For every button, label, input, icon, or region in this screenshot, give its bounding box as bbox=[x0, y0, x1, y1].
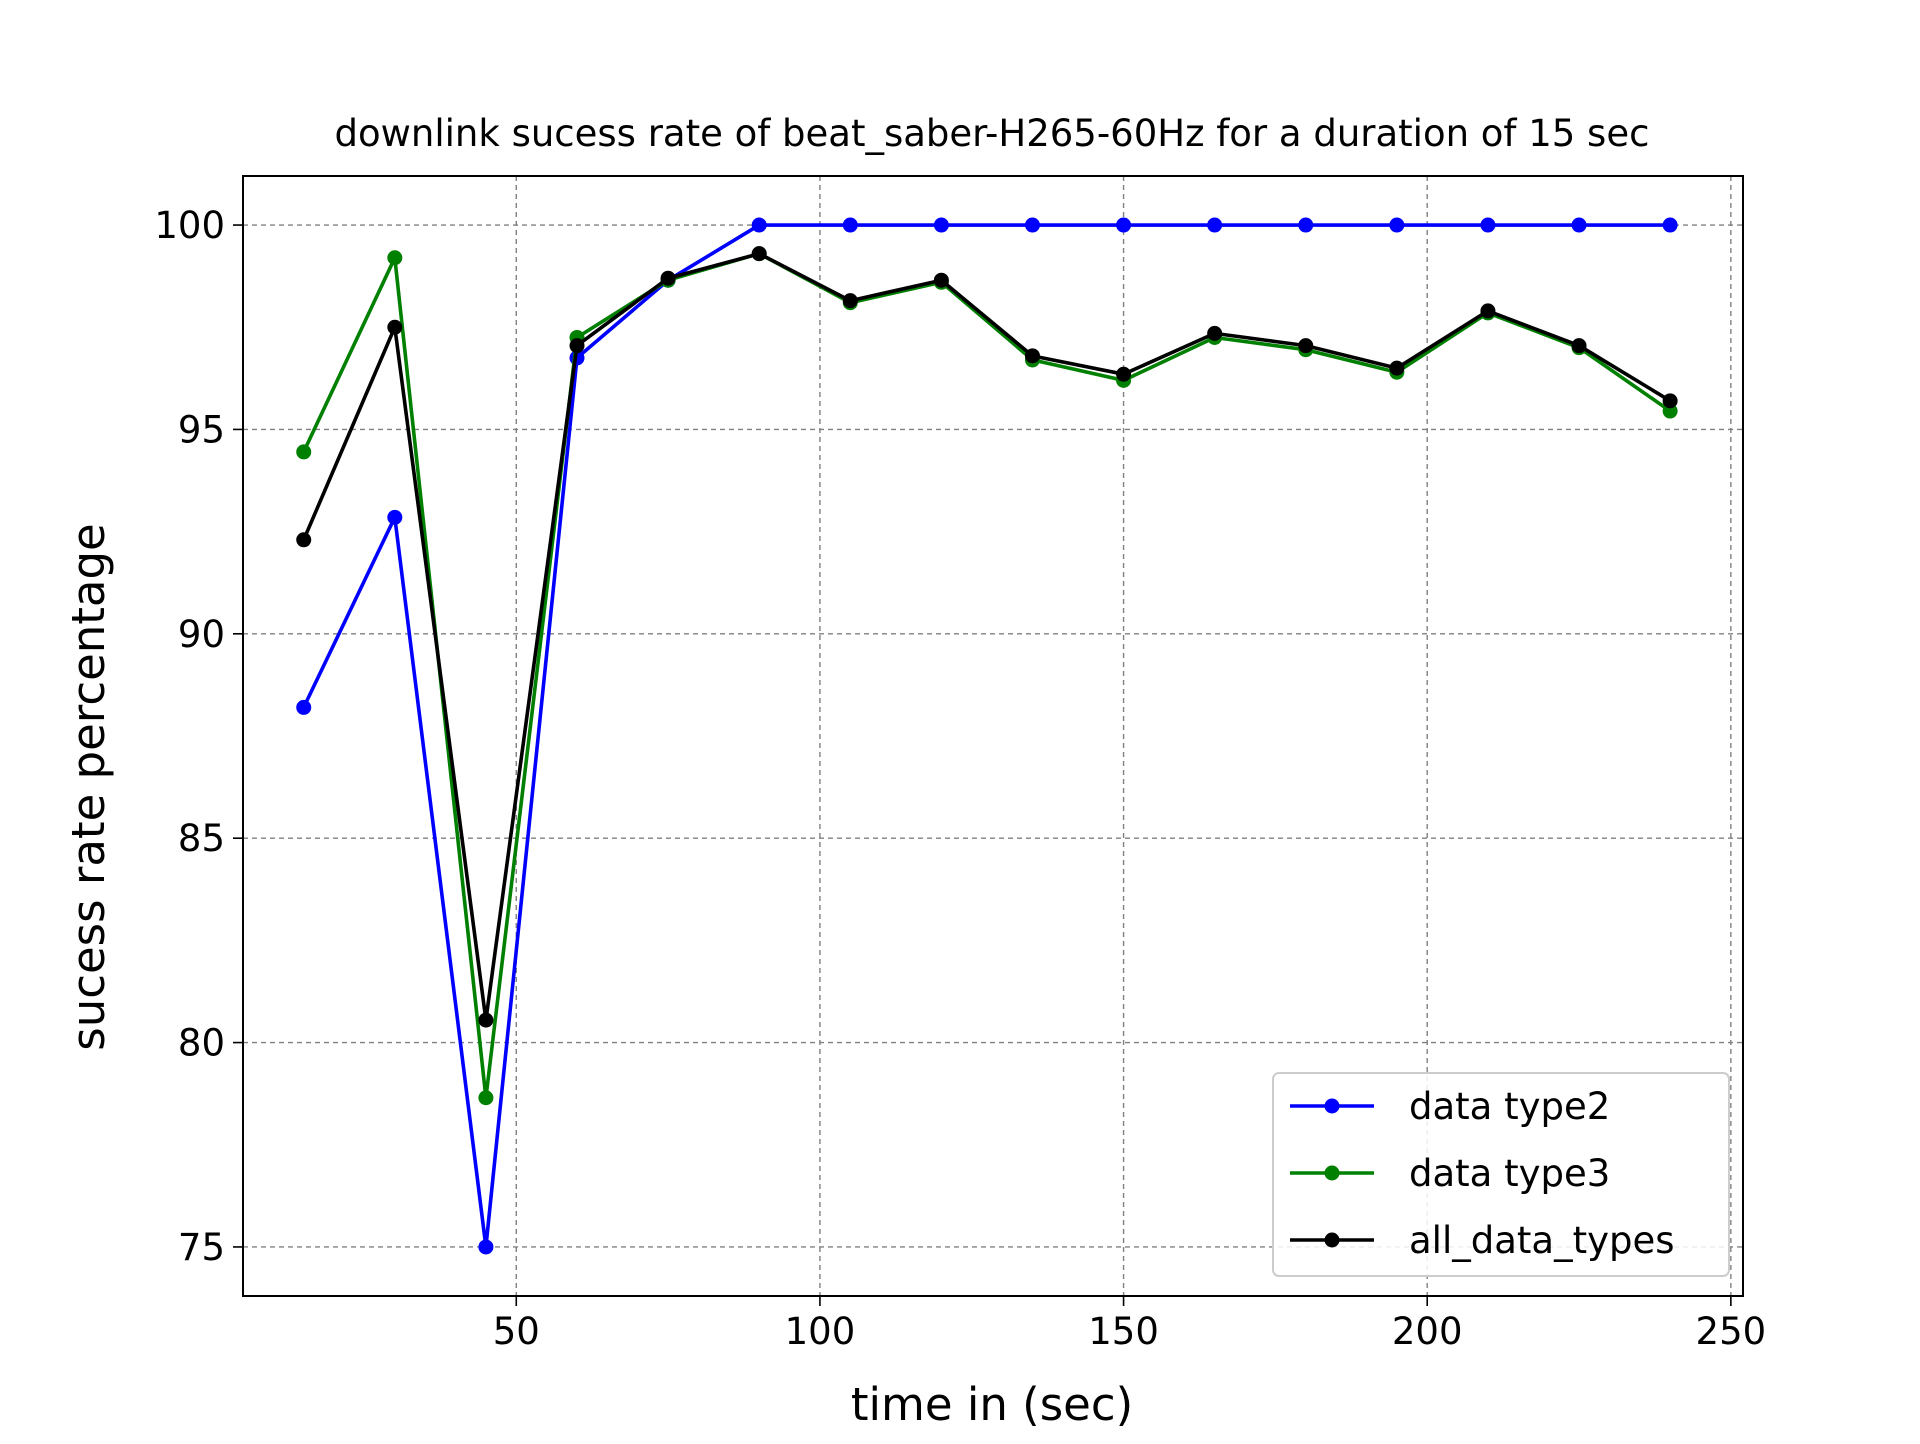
x-tick-label: 200 bbox=[1392, 1310, 1463, 1353]
series-line bbox=[302, 223, 1671, 1249]
data-point bbox=[1389, 360, 1405, 376]
legend-label: data type3 bbox=[1409, 1152, 1610, 1195]
data-point bbox=[1389, 217, 1405, 233]
data-point bbox=[1571, 338, 1587, 354]
data-point bbox=[1116, 217, 1132, 233]
y-tick-label: 95 bbox=[178, 408, 225, 451]
tick-labels: 50 100 150 200 250 75 80 85 90 95 100 bbox=[154, 204, 1766, 1353]
data-point bbox=[1480, 217, 1496, 233]
data-point bbox=[478, 1090, 494, 1106]
data-point bbox=[1298, 217, 1314, 233]
legend-item: all_data_types bbox=[1290, 1219, 1675, 1262]
y-tick-label: 90 bbox=[178, 613, 225, 656]
legend-label: data type2 bbox=[1409, 1085, 1610, 1128]
data-point bbox=[296, 444, 312, 460]
data-point bbox=[1662, 393, 1678, 409]
data-point bbox=[1480, 303, 1496, 319]
legend-label: all_data_types bbox=[1409, 1219, 1675, 1262]
series-line bbox=[302, 251, 1672, 1100]
data-point bbox=[1571, 217, 1587, 233]
series-group bbox=[296, 246, 1678, 1106]
x-tick-label: 150 bbox=[1088, 1310, 1159, 1353]
data-point bbox=[387, 319, 403, 335]
data-point bbox=[387, 509, 403, 525]
legend-swatch-marker bbox=[1324, 1232, 1340, 1248]
data-point bbox=[751, 217, 767, 233]
data-point bbox=[933, 217, 949, 233]
data-point bbox=[1024, 217, 1040, 233]
axes bbox=[233, 175, 1744, 1306]
data-point bbox=[569, 338, 585, 354]
data-point bbox=[296, 699, 312, 715]
data-point bbox=[478, 1012, 494, 1028]
series-group bbox=[296, 246, 1678, 1028]
y-axis-label: sucess rate percentage bbox=[62, 523, 115, 1050]
x-tick-label: 50 bbox=[493, 1310, 540, 1353]
data-point bbox=[1116, 366, 1132, 382]
x-tick-label: 100 bbox=[785, 1310, 856, 1353]
series-lines bbox=[296, 217, 1678, 1255]
y-tick-label: 100 bbox=[154, 204, 225, 247]
legend-swatch-marker bbox=[1324, 1165, 1340, 1181]
data-point bbox=[1662, 217, 1678, 233]
data-point bbox=[478, 1239, 494, 1255]
legend-swatch-marker bbox=[1324, 1098, 1340, 1114]
chart-title: downlink sucess rate of beat_saber-H265-… bbox=[335, 112, 1650, 155]
data-point bbox=[751, 246, 767, 262]
y-tick-label: 80 bbox=[178, 1022, 225, 1065]
data-point bbox=[296, 532, 312, 548]
y-tick-label: 85 bbox=[178, 817, 225, 860]
data-point bbox=[1298, 338, 1314, 354]
data-point bbox=[842, 293, 858, 309]
data-point bbox=[1024, 348, 1040, 364]
legend-box bbox=[1272, 1072, 1730, 1277]
data-point bbox=[1207, 217, 1223, 233]
data-point bbox=[387, 250, 403, 266]
legend-item: data type2 bbox=[1290, 1085, 1610, 1128]
data-point bbox=[933, 272, 949, 288]
data-point bbox=[660, 270, 676, 286]
series-line bbox=[302, 251, 1672, 1022]
data-point bbox=[1207, 325, 1223, 341]
legend: data type2 data type3 all_data_types bbox=[1272, 1072, 1730, 1277]
y-tick-label: 75 bbox=[178, 1226, 225, 1269]
data-point bbox=[842, 217, 858, 233]
x-axis-label: time in (sec) bbox=[851, 1378, 1133, 1431]
legend-item: data type3 bbox=[1290, 1152, 1610, 1195]
x-tick-label: 250 bbox=[1696, 1310, 1767, 1353]
plot-frame bbox=[242, 175, 1744, 1297]
